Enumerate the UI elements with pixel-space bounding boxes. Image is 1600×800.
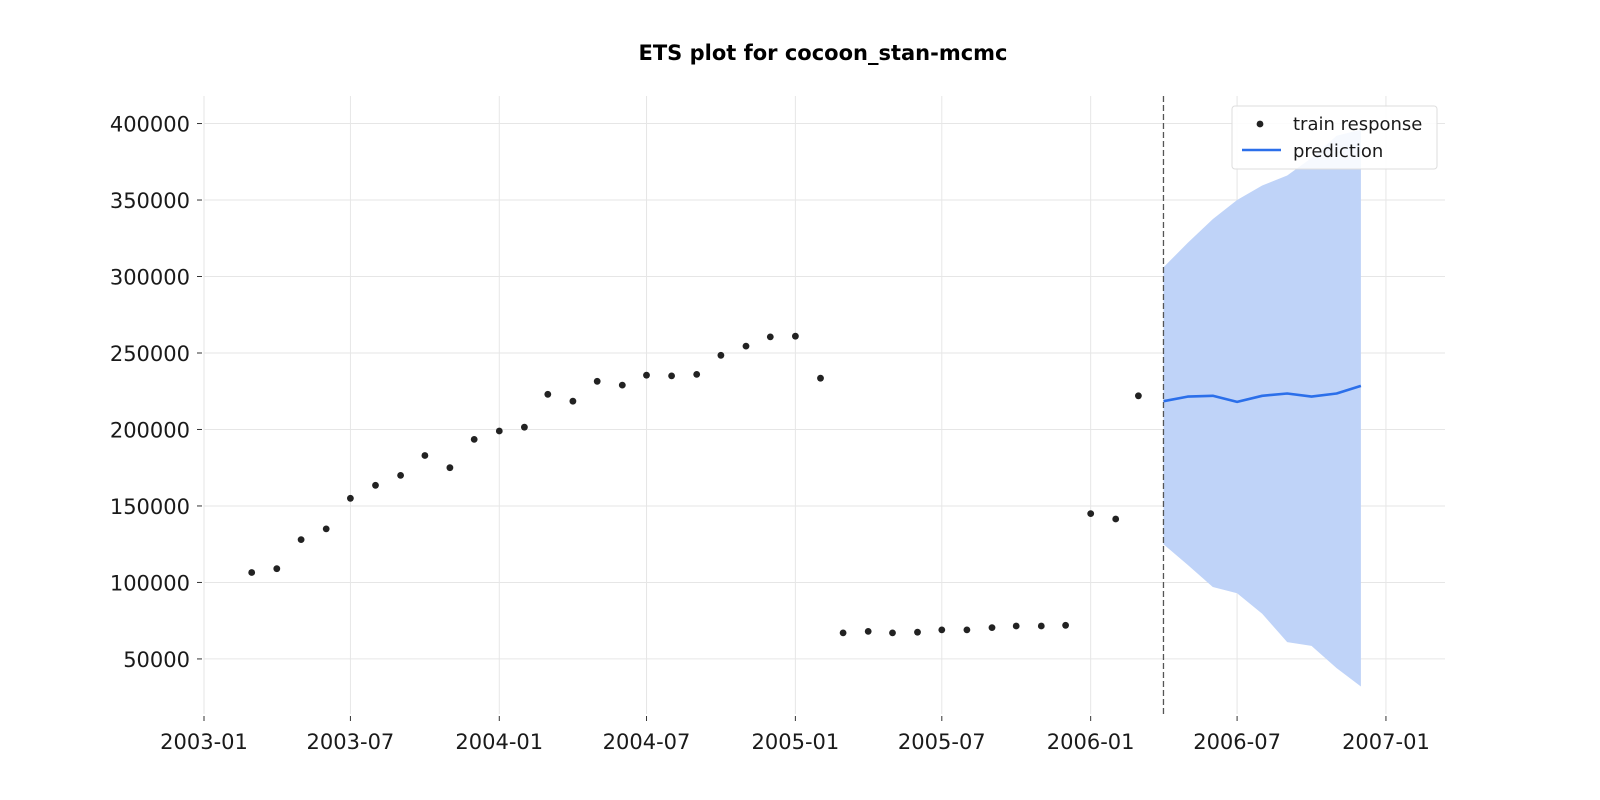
- legend-label-prediction: prediction: [1293, 141, 1383, 162]
- train-response-point: [742, 342, 750, 350]
- y-tick-label: 400000: [110, 113, 190, 137]
- train-response-point: [643, 371, 650, 379]
- y-tick-label: 150000: [110, 495, 190, 519]
- x-tick-label: 2006-07: [1193, 730, 1281, 754]
- train-response-point: [1087, 510, 1095, 517]
- x-tick-label: 2004-07: [603, 730, 691, 754]
- train-response-point: [938, 626, 946, 634]
- train-response-point: [593, 377, 601, 385]
- train-points-layer: [248, 332, 1142, 637]
- grid-lines: [203, 96, 1445, 714]
- train-response-point: [1112, 515, 1120, 523]
- x-tick-label: 2005-07: [898, 730, 986, 754]
- prediction-line-layer: [1163, 384, 1362, 404]
- legend-label-train-response: train response: [1293, 114, 1422, 135]
- train-response-point: [322, 525, 330, 533]
- train-response-point: [470, 436, 478, 443]
- train-response-point: [963, 626, 971, 634]
- train-response-point: [792, 332, 799, 340]
- x-axis: 2003-01 2003-07 2004-01 2004-07 2005-01 2005-…: [160, 716, 1430, 754]
- train-response-point: [372, 481, 379, 489]
- train-response-point: [421, 452, 429, 459]
- train-response-point: [1012, 622, 1020, 630]
- train-response-point: [569, 397, 577, 405]
- legend-marker-train-response: [1256, 120, 1264, 128]
- train-response-point: [544, 390, 552, 398]
- train-response-point: [889, 629, 896, 637]
- train-response-point: [1037, 622, 1045, 630]
- train-response-point: [347, 494, 354, 502]
- x-tick-label: 2003-07: [307, 730, 395, 754]
- y-tick-label: 250000: [110, 342, 190, 366]
- train-response-point: [988, 624, 996, 631]
- x-tick-label: 2005-01: [752, 730, 840, 754]
- train-response-point: [817, 374, 824, 382]
- prediction-interval-layer: [1163, 129, 1361, 687]
- x-tick-label: 2004-01: [455, 730, 543, 754]
- y-tick-label: 50000: [123, 648, 190, 672]
- train-response-point: [495, 427, 503, 435]
- train-response-point: [397, 472, 404, 479]
- prediction-line: [1163, 384, 1362, 404]
- train-response-point: [521, 423, 528, 431]
- train-response-point: [717, 351, 725, 359]
- y-tick-label: 200000: [110, 418, 190, 442]
- prediction-interval-band: [1163, 129, 1361, 687]
- train-response-point: [693, 371, 701, 378]
- x-tick-label: 2007-01: [1342, 730, 1430, 754]
- legend-box: [1231, 105, 1438, 170]
- train-response-point: [839, 629, 847, 637]
- train-response-point: [248, 569, 256, 576]
- train-response-point: [618, 381, 626, 389]
- y-tick-label: 300000: [110, 266, 190, 290]
- train-response-point: [668, 372, 675, 380]
- x-tick-label: 2003-01: [160, 730, 248, 754]
- y-tick-label: 350000: [110, 189, 190, 213]
- x-tick-label: 2006-01: [1047, 730, 1135, 754]
- chart-title: ETS plot for cocoon_stan-mcmc: [638, 41, 1007, 65]
- train-response-point: [273, 565, 281, 573]
- train-response-point: [864, 628, 872, 635]
- y-axis: 50000 100000 150000 200000 250000 300000 35000…: [110, 113, 202, 672]
- train-response-point: [914, 628, 921, 636]
- train-response-point: [1062, 621, 1069, 629]
- train-response-point: [1135, 392, 1142, 400]
- train-response-point: [766, 333, 774, 341]
- y-tick-label: 100000: [110, 571, 190, 595]
- train-response-point: [297, 536, 305, 543]
- legend: train response prediction: [1231, 105, 1438, 170]
- train-response-point: [446, 464, 454, 472]
